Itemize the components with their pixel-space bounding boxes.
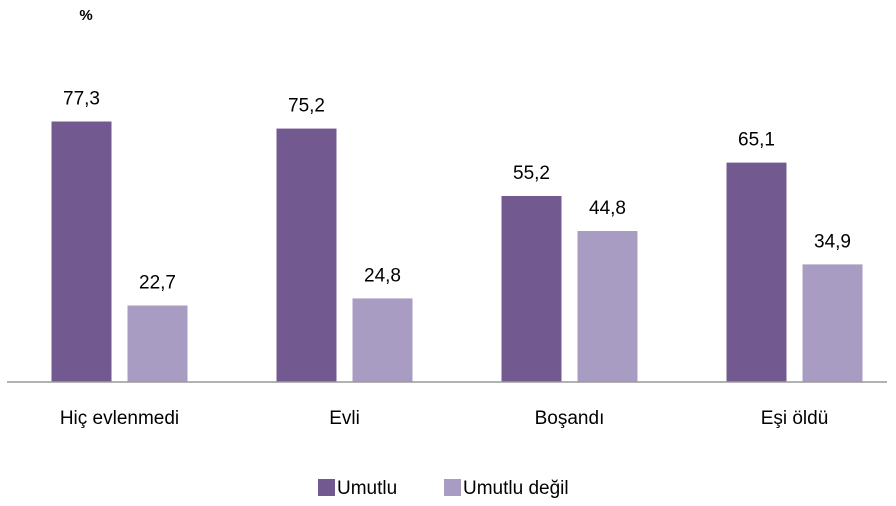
data-label: 34,9 [814, 231, 851, 252]
legend-swatch [318, 479, 335, 496]
legend-swatch [444, 479, 461, 496]
x-tick-label: Evli [329, 408, 360, 429]
legend-label: Umutlu [337, 478, 397, 499]
data-label: 24,8 [364, 265, 401, 286]
x-tick-label: Hiç evlenmedi [60, 408, 179, 429]
bar [276, 128, 337, 382]
bar [127, 305, 188, 382]
data-label: 65,1 [738, 130, 775, 151]
data-label: 22,7 [139, 273, 176, 294]
legend-label: Umutlu değil [463, 478, 569, 499]
x-tick-label: Boşandı [535, 408, 605, 429]
bar [51, 121, 112, 383]
data-label: 77,3 [63, 89, 100, 110]
bar [577, 231, 638, 382]
data-label: 55,2 [513, 163, 550, 184]
bar [726, 162, 787, 382]
bar [352, 298, 413, 382]
y-axis-label: % [79, 7, 92, 24]
bar [802, 264, 863, 382]
data-label: 44,8 [589, 198, 626, 219]
data-label: 75,2 [288, 96, 325, 117]
bar [501, 195, 562, 382]
x-tick-label: Eşi öldü [761, 408, 829, 429]
